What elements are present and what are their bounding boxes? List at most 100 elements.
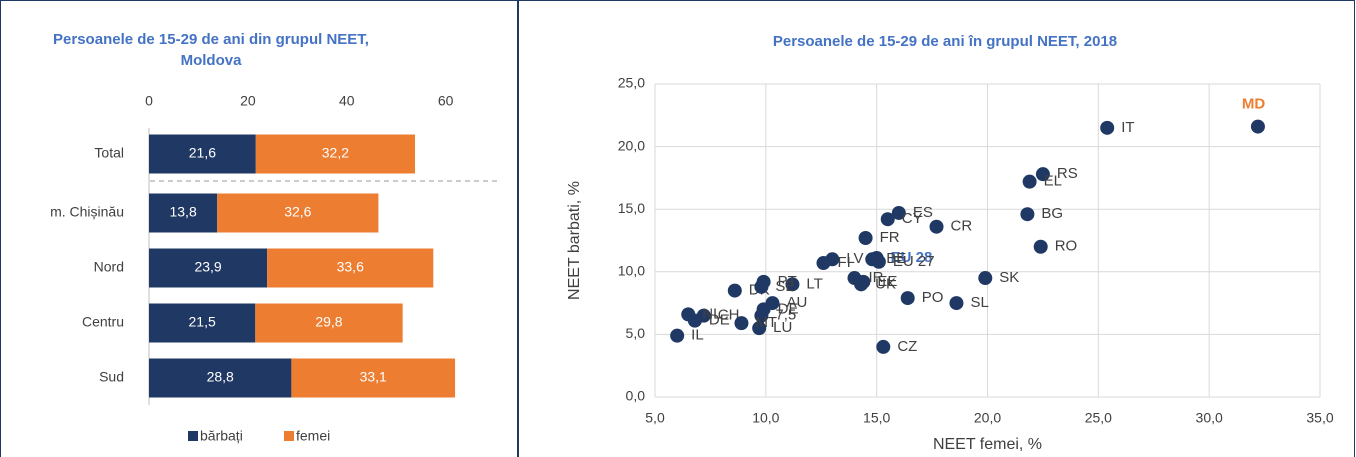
point (1033, 239, 1048, 254)
point (754, 308, 769, 323)
category-label: Centru (82, 314, 124, 330)
value-label: 32,2 (322, 145, 349, 161)
value-label: 13,8 (169, 204, 196, 220)
point-label: SK (999, 269, 1019, 286)
point-label: LV (846, 250, 863, 267)
x-tick-label: 10,0 (752, 410, 779, 426)
point-label: LT (806, 275, 822, 292)
point (871, 254, 886, 269)
point (727, 283, 742, 298)
scatter-title: Persoanele de 15-29 de ani în grupul NEE… (773, 33, 1117, 50)
point-label: CR (951, 218, 973, 235)
point-label: DE (778, 300, 799, 317)
point (825, 252, 840, 267)
point (754, 279, 769, 294)
x-tick-label: 30,0 (1196, 410, 1223, 426)
x-tick-label: 20 (240, 93, 256, 109)
point-label: DE (709, 312, 730, 329)
y-tick-label: 25,0 (618, 75, 645, 91)
legend-label: bărbați (200, 428, 243, 444)
point (900, 291, 915, 306)
point (670, 328, 685, 343)
point-label: PT (778, 273, 797, 290)
y-tick-label: 20,0 (618, 137, 645, 153)
x-tick-label: 25,0 (1085, 410, 1112, 426)
point-label: CZ (897, 338, 917, 355)
point (929, 219, 944, 234)
y-tick-label: 5,0 (626, 325, 646, 341)
bar-segment (149, 193, 218, 233)
value-label: 32,6 (284, 204, 311, 220)
point-label: MT (755, 314, 777, 331)
x-tick-label: 35,0 (1306, 410, 1333, 426)
bar-segment (149, 248, 268, 288)
value-label: 21,6 (189, 145, 216, 161)
point (734, 316, 749, 331)
bar-segment (149, 358, 292, 398)
point (891, 205, 906, 220)
point-label: RO (1055, 238, 1078, 255)
x-axis-title: NEET femei, % (933, 436, 1042, 453)
legend-swatch (284, 431, 294, 441)
point-label: LU (773, 319, 792, 336)
point-label: EU 27 (893, 253, 935, 270)
point-label: NL (702, 305, 721, 322)
point (1035, 167, 1050, 182)
point-label: UK (875, 275, 896, 292)
y-axis-title: NEET barbati, % (566, 181, 583, 300)
point-label: IR (869, 269, 884, 286)
point (1250, 119, 1265, 134)
y-tick-label: 15,0 (618, 200, 645, 216)
point-label: FR (880, 229, 900, 246)
point-label: SE (775, 278, 795, 295)
point (847, 271, 862, 286)
value-label: 23,9 (194, 259, 221, 275)
point-label: CH (718, 307, 740, 324)
right-panel (518, 0, 1355, 457)
point-label: PO (922, 289, 944, 306)
value-label: 28,8 (207, 369, 234, 385)
point-label: IT (1121, 119, 1134, 136)
point-label: RS (1057, 165, 1078, 182)
category-label: m. Chișinău (50, 204, 124, 220)
point (858, 230, 873, 245)
point-label: EL (1044, 173, 1062, 190)
point-label: 7,5 (775, 307, 796, 324)
x-tick-label: 5,0 (645, 410, 665, 426)
x-tick-label: 20,0 (974, 410, 1001, 426)
left-panel (0, 0, 518, 457)
bar-segment (149, 303, 256, 343)
category-label: Nord (94, 259, 124, 275)
point (1100, 120, 1115, 135)
point-label: SL (970, 294, 988, 311)
legend-label: femei (296, 428, 330, 444)
point-label: ES (913, 204, 933, 221)
value-label: 33,6 (337, 259, 364, 275)
value-label: 29,8 (315, 314, 342, 330)
point-label: EU 28 (891, 249, 933, 266)
x-tick-label: 60 (438, 93, 454, 109)
category-label: Sud (99, 369, 124, 385)
bar-segment (149, 134, 256, 174)
point-label: EE (877, 273, 897, 290)
bar-segment (267, 248, 434, 288)
point-label: BE (886, 250, 906, 267)
point (978, 271, 993, 286)
value-label: 33,1 (360, 369, 387, 385)
bar-segment (217, 193, 379, 233)
point (785, 277, 800, 292)
point-label: CY (902, 210, 923, 227)
point-label: MD (1242, 96, 1265, 113)
point-label: BG (1041, 205, 1063, 222)
point-label: FI (837, 254, 850, 271)
y-tick-label: 10,0 (618, 263, 645, 279)
bar-segment (255, 303, 403, 343)
bar-segment (291, 358, 456, 398)
point (949, 296, 964, 311)
x-tick-label: 0 (145, 93, 153, 109)
point (1022, 174, 1037, 189)
category-label: Total (94, 145, 124, 161)
point (681, 307, 696, 322)
point-label: IL (691, 327, 704, 344)
